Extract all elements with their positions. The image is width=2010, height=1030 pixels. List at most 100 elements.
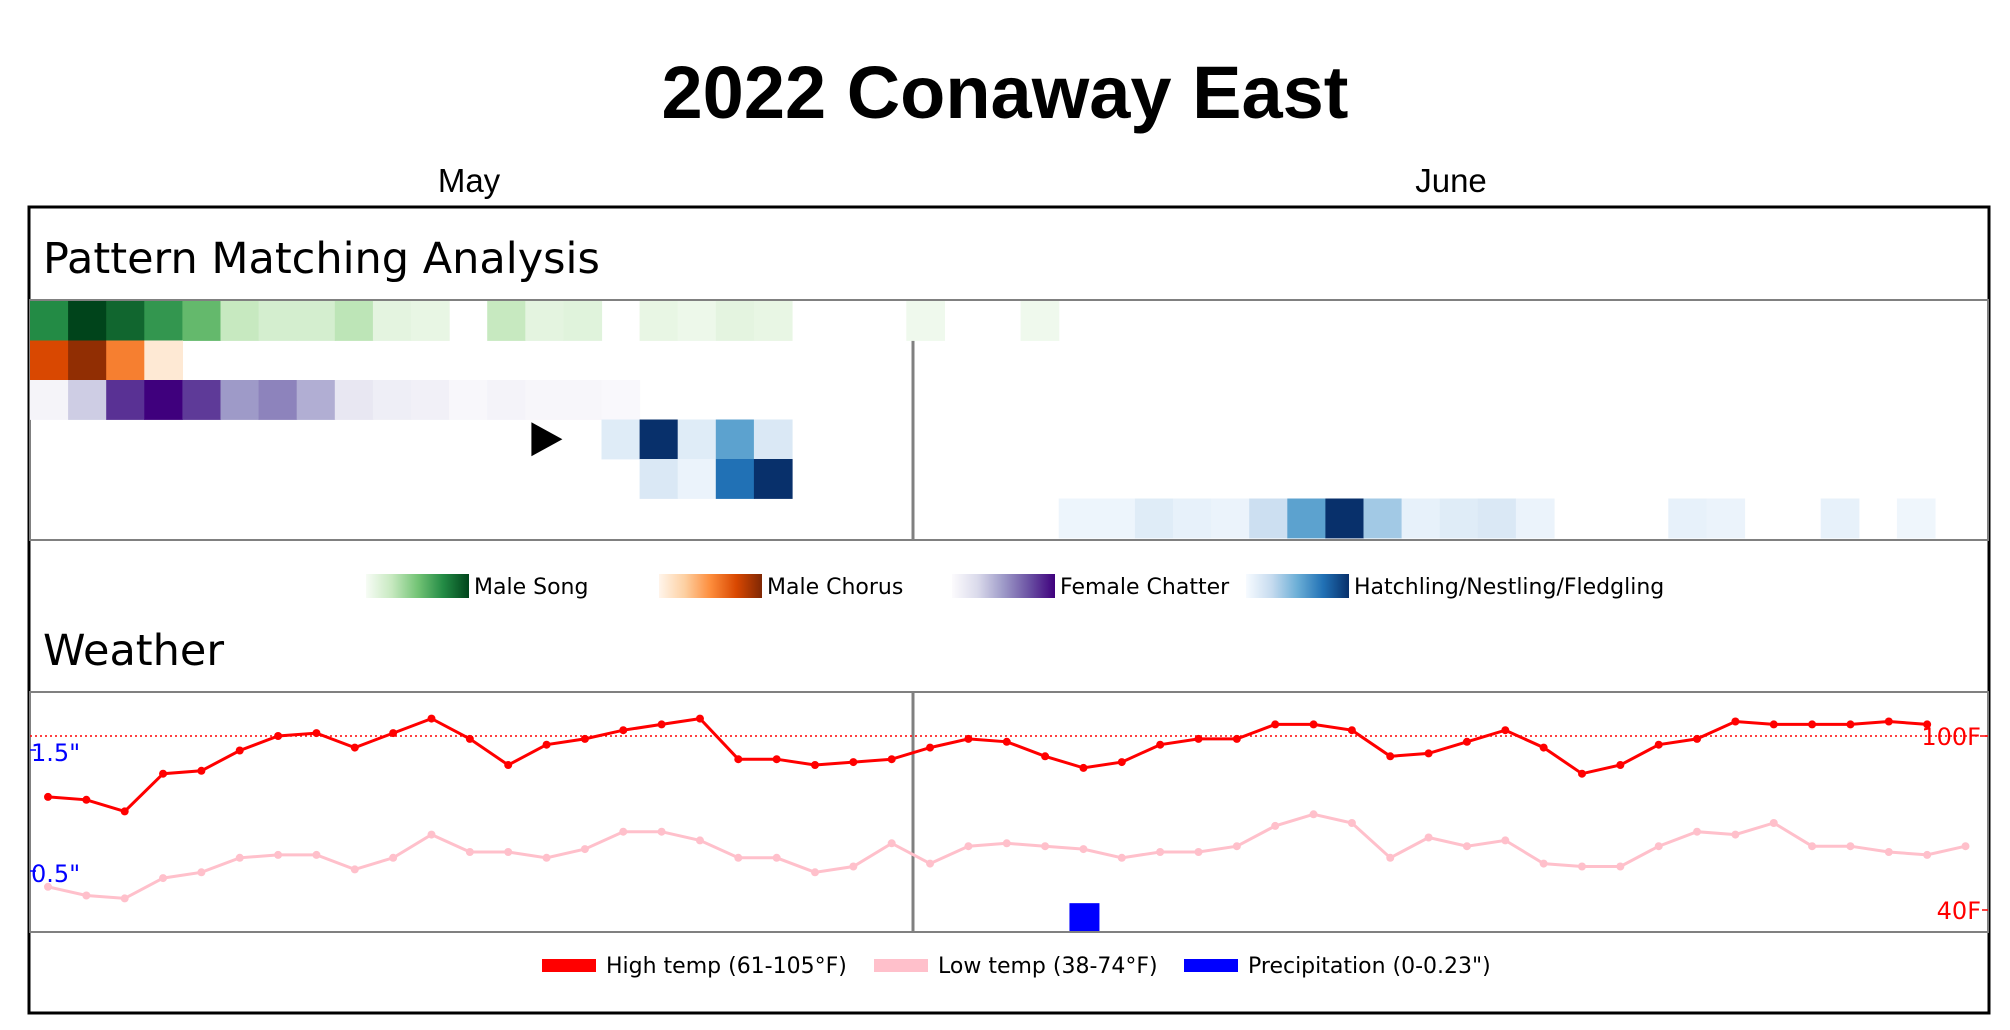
low-temp-point [926, 859, 935, 868]
heatmap-cell [258, 380, 298, 420]
month-label-june: June [1415, 162, 1487, 199]
high-temp-point [1769, 720, 1778, 729]
high-temp-point [389, 729, 398, 738]
legend-swatch [659, 574, 762, 598]
high-temp-point [1578, 769, 1586, 778]
heatmap-cell [715, 459, 755, 499]
high-temp-line [47, 716, 1928, 814]
weather-legend-swatch [542, 959, 596, 972]
heatmap-cell [411, 380, 450, 420]
high-temp-point [734, 755, 743, 764]
heatmap-cell [334, 380, 374, 420]
low-temp-point [1501, 836, 1510, 845]
heatmap-cell [449, 380, 488, 420]
weather-panel [29, 691, 1989, 933]
weather-series [44, 714, 1970, 931]
heatmap-cell [715, 301, 755, 341]
heatmap-cell [1477, 498, 1517, 539]
low-temp-point [1117, 853, 1126, 862]
temp-tick-label-1: 100F [1921, 723, 1981, 751]
weather-section-title: Weather [43, 626, 224, 676]
low-temp-point [1846, 842, 1855, 851]
low-temp-point [695, 836, 704, 845]
low-temp-point [542, 853, 551, 862]
heatmap-cell [144, 340, 183, 381]
high-temp-point [44, 792, 52, 801]
heatmap-cell [334, 301, 374, 341]
low-temp-point [887, 839, 896, 848]
low-temp-point [1002, 839, 1011, 848]
heatmap-cell [68, 380, 107, 420]
low-temp-point [1578, 862, 1586, 871]
weather-legend-label: Precipitation (0-0.23") [1248, 954, 1491, 979]
high-temp-point [504, 761, 513, 769]
low-temp-point [964, 842, 973, 851]
low-temp-point [312, 850, 321, 859]
low-temp-point [849, 862, 858, 871]
high-temp-point [235, 746, 244, 755]
low-temp-point [1232, 842, 1241, 851]
heatmap-cell [601, 419, 641, 460]
heatmap-cell [1287, 498, 1326, 539]
high-temp-point [1616, 761, 1625, 769]
heatmap-cell [144, 301, 183, 341]
heatmap-cells [30, 301, 1936, 539]
low-temp-point [1309, 810, 1318, 819]
high-temp-point [1808, 720, 1817, 729]
legend-label: Male Chorus [767, 575, 903, 600]
low-temp-point [1539, 859, 1548, 868]
low-temp-point [1079, 845, 1088, 854]
temp-tick-label-2: 40F [1937, 897, 1981, 925]
low-temp-point [274, 850, 283, 859]
high-temp-point [811, 761, 819, 769]
heatmap-cell [1515, 498, 1555, 539]
low-temp-point [350, 865, 359, 874]
low-temp-point [1041, 842, 1050, 851]
legend-label: Male Song [474, 575, 588, 600]
low-temp-point [82, 891, 91, 900]
high-temp-point [1731, 717, 1740, 726]
heatmap-cell [753, 301, 793, 341]
high-temp-point [580, 734, 589, 743]
heatmap-cell [106, 301, 145, 341]
chart-frame [27, 205, 1991, 1015]
chart-title: 2022 Conaway East [661, 51, 1349, 134]
high-temp-point [1693, 734, 1702, 743]
high-temp-point [465, 734, 474, 743]
high-temp-point [1156, 740, 1165, 749]
heatmap-cell [525, 301, 564, 341]
heatmap-cell [1211, 498, 1250, 539]
heatmap-cell [220, 301, 260, 341]
weather-legend-label: High temp (61-105°F) [606, 954, 847, 979]
high-temp-point [1232, 734, 1241, 743]
precip-bar [1069, 903, 1100, 931]
high-temp-point [1846, 720, 1855, 729]
heatmap-cell [487, 380, 526, 420]
heatmap-cell [639, 419, 679, 460]
low-temp-point [580, 845, 589, 854]
low-temp-point [504, 848, 513, 856]
heatmap-cell [1896, 498, 1936, 539]
high-temp-point [350, 743, 359, 752]
heatmap-cell [220, 380, 260, 420]
heatmap-cell [525, 380, 564, 420]
heatmap-cell [258, 301, 298, 341]
high-temp-point [657, 720, 666, 729]
heatmap-cell [487, 301, 526, 341]
low-temp-point [427, 830, 436, 839]
low-temp-line [47, 812, 1966, 900]
heatmap-cell [1668, 498, 1707, 539]
heatmap-cell [639, 459, 679, 499]
high-temp-point [1539, 743, 1548, 752]
heatmap-cell [753, 459, 793, 499]
weather-legend-swatch [874, 959, 928, 972]
low-temp-point [1961, 842, 1970, 851]
heatmap-cell [677, 301, 717, 341]
weather-legend-label: Low temp (38-74°F) [938, 954, 1158, 979]
legend-label: Female Chatter [1060, 575, 1230, 600]
legend-swatch [1246, 574, 1349, 598]
heatmap-cell [1401, 498, 1441, 539]
heatmap-cell [68, 340, 107, 381]
high-temp-point [120, 807, 129, 816]
